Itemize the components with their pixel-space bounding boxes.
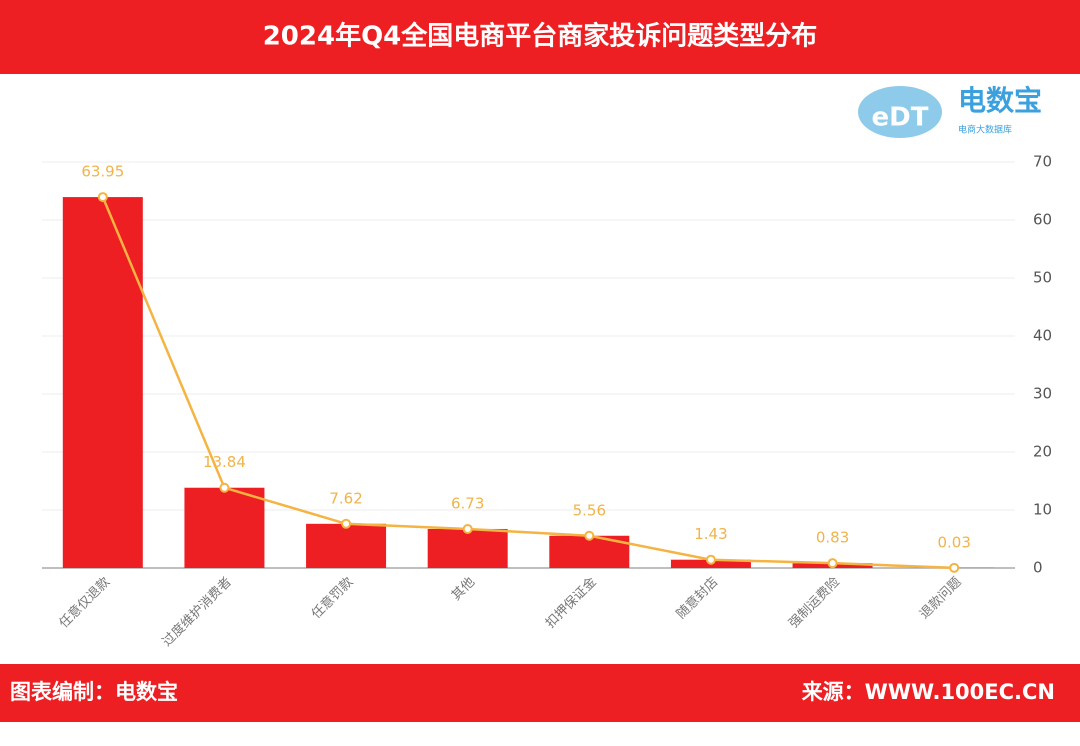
value-label: 1.43 (694, 525, 727, 543)
value-label: 13.84 (203, 453, 246, 471)
y-tick-label: 20 (1033, 443, 1052, 461)
logo-cloud (858, 86, 942, 138)
bar (427, 528, 508, 568)
x-tick-label: 强制运费险 (786, 575, 843, 632)
line-point (705, 554, 716, 565)
line-point (949, 562, 960, 573)
bar (62, 197, 143, 568)
footer-band (0, 664, 1080, 722)
y-tick-label: 0 (1033, 559, 1043, 577)
value-label: 0.03 (937, 533, 970, 551)
line (101, 196, 955, 570)
line-point (462, 523, 473, 534)
value-label: 63.95 (81, 163, 124, 181)
bar (184, 487, 265, 568)
bar (306, 523, 387, 568)
x-tick-label: 退款问题 (917, 575, 964, 622)
x-tick-label: 其他 (449, 575, 478, 604)
header-band (0, 0, 1080, 74)
value-label: 6.73 (451, 494, 484, 512)
x-tick-label: 扣押保证金 (542, 574, 599, 631)
x-tick-label: 任意仅退款 (56, 574, 113, 631)
line-point (341, 518, 352, 529)
chart-title: 2024年Q4全国电商平台商家投诉问题类型分布 (263, 21, 818, 52)
x-tick-label: 随意封店 (673, 574, 721, 622)
y-tick-label: 40 (1033, 327, 1052, 345)
y-tick-label: 10 (1033, 501, 1052, 519)
y-tick-label: 30 (1033, 385, 1052, 403)
value-label: 0.83 (816, 529, 849, 547)
value-label: 5.56 (573, 501, 606, 519)
y-tick-label: 60 (1033, 211, 1052, 229)
x-tick-label: 任意罚款 (308, 574, 356, 622)
line-point (584, 530, 595, 541)
footer-left: 图表编制：电数宝 (10, 680, 178, 704)
value-label: 7.62 (329, 489, 362, 507)
y-tick-label: 70 (1033, 153, 1052, 171)
logo-name: 电数宝 (958, 84, 1042, 117)
line-point (219, 482, 230, 493)
line-point (97, 192, 108, 203)
y-tick-label: 50 (1033, 269, 1052, 287)
line-point (827, 558, 838, 569)
logo: eDT 电数宝 电商大数据库 (858, 84, 1042, 138)
x-tick-label: 过度维护消费者 (159, 574, 235, 650)
footer-right: 来源：WWW.100EC.CN (802, 680, 1055, 704)
logo-tagline: 电商大数据库 (958, 124, 1012, 136)
logo-mark: eDT (872, 103, 929, 133)
